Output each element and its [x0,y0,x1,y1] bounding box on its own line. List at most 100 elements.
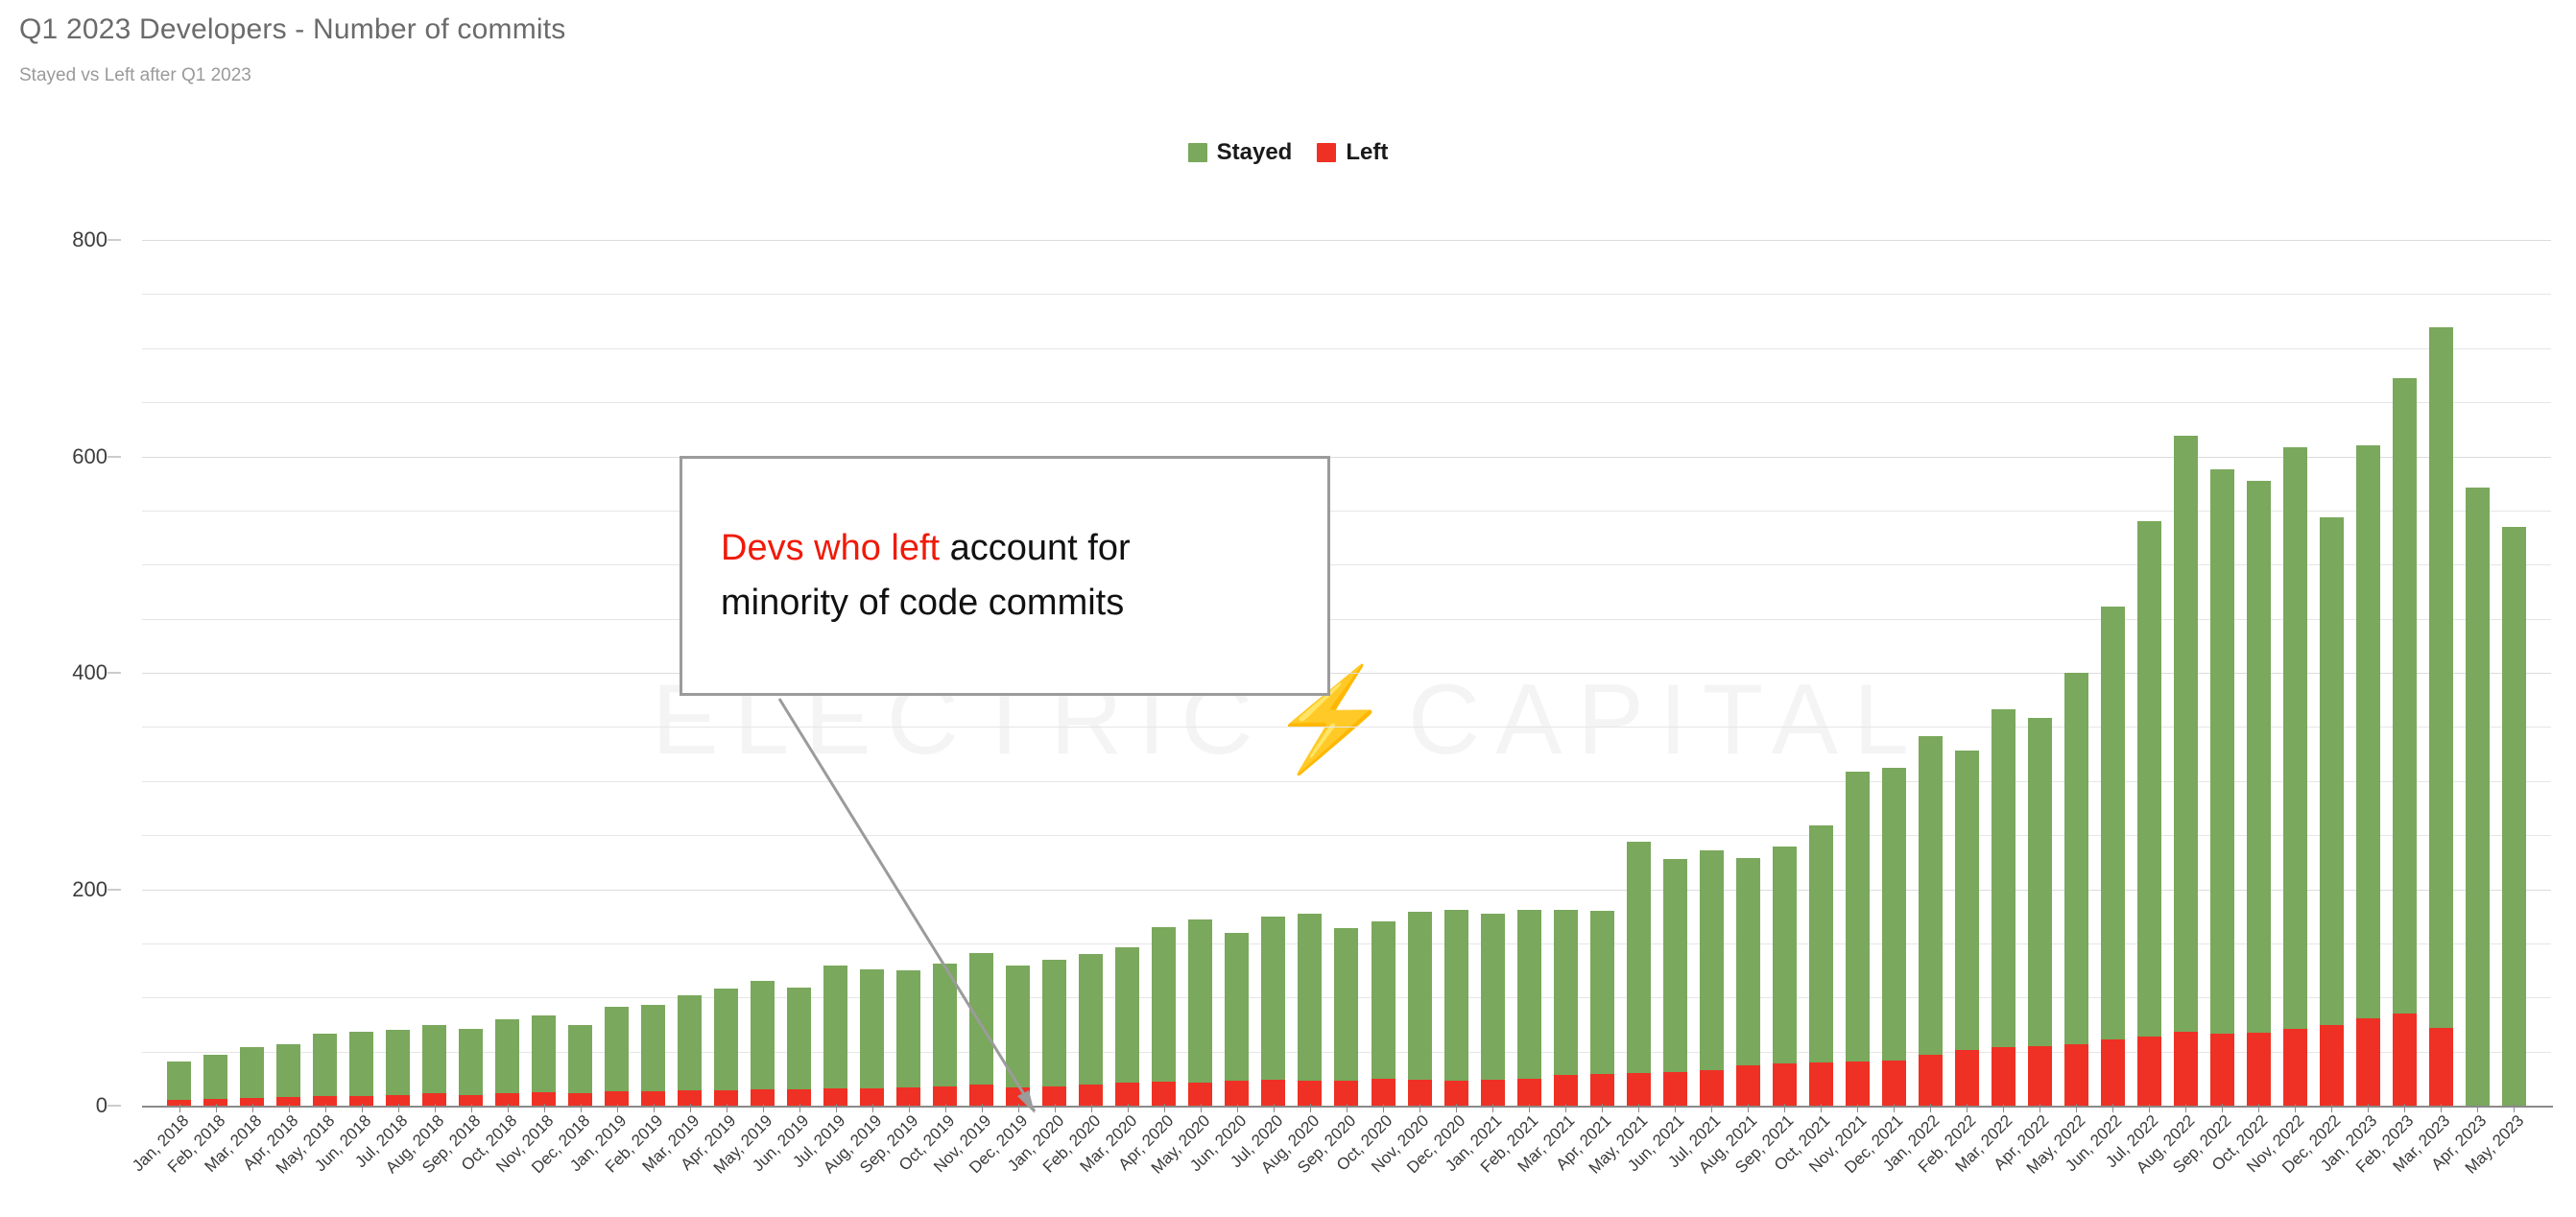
bar-group[interactable] [1152,926,1177,1107]
bar-group[interactable] [1188,919,1213,1107]
bar-group[interactable] [2355,445,2380,1107]
bar-group[interactable] [2063,672,2088,1107]
bar-group[interactable] [1371,921,1395,1107]
bar-group[interactable] [2209,468,2234,1107]
bar-group[interactable] [896,969,921,1107]
bar-segment-left [1480,1079,1505,1107]
bar-group[interactable] [605,1007,630,1107]
bar-group[interactable] [2027,718,2052,1107]
bar-group[interactable] [1772,847,1797,1107]
bar-group[interactable] [1991,709,2015,1107]
bar-group[interactable] [1626,841,1651,1107]
bar-group[interactable] [2428,327,2453,1107]
bar-group[interactable] [2246,481,2271,1107]
bar-segment-left [1881,1060,1906,1107]
x-tick-mark [1857,1104,1859,1112]
bar-segment-stayed [1589,910,1614,1075]
bar-group[interactable] [1006,966,1031,1107]
bar-segment-stayed [240,1047,265,1098]
bar-group[interactable] [386,1029,411,1107]
bar-group[interactable] [1662,858,1687,1107]
bar-group[interactable] [787,987,812,1107]
bar-segment-stayed [1991,709,2015,1047]
x-tick-mark [1273,1104,1275,1112]
bar-segment-left [2355,1017,2380,1107]
bar-group[interactable] [2100,607,2125,1107]
bar-group[interactable] [1808,824,1833,1107]
bar-group[interactable] [240,1047,265,1107]
bar-group[interactable] [2465,488,2490,1107]
bar-group[interactable] [2282,447,2307,1107]
bar-group[interactable] [1735,857,1760,1107]
bar-group[interactable] [641,1005,666,1107]
annotation-line-1-rest: account for [940,528,1131,568]
x-tick-mark [1565,1104,1567,1112]
bar-group[interactable] [1699,849,1724,1107]
bar-group[interactable] [1225,932,1250,1107]
bar-group[interactable] [2136,521,2161,1107]
bar-segment-left [240,1097,265,1107]
bar-group[interactable] [1115,947,1140,1107]
bar-segment-stayed [1699,849,1724,1070]
bar-group[interactable] [2173,435,2198,1107]
bar-group[interactable] [349,1032,374,1107]
bar-segment-stayed [1298,914,1323,1081]
x-tick-mark [1748,1104,1750,1112]
bar-group[interactable] [1079,954,1104,1107]
bar-group[interactable] [1480,914,1505,1107]
bar-group[interactable] [1918,736,1943,1107]
bar-segment-left [1553,1075,1578,1107]
bar-group[interactable] [1334,927,1359,1107]
x-tick-mark [470,1104,472,1112]
bar-group[interactable] [1298,914,1323,1107]
y-tick-label: 800 [72,227,107,251]
legend-swatch-stayed [1187,143,1207,162]
bar-segment-stayed [1553,909,1578,1076]
bar-group[interactable] [1516,909,1541,1107]
bar-segment-stayed [2392,378,2417,1014]
x-tick-mark [1127,1104,1129,1112]
bar-group[interactable] [422,1025,447,1107]
bar-group[interactable] [313,1034,338,1107]
bar-group[interactable] [751,981,775,1107]
bar-group[interactable] [1261,916,1286,1107]
bar-group[interactable] [203,1054,227,1107]
bar-group[interactable] [532,1015,557,1107]
bar-group[interactable] [568,1025,593,1107]
bar-segment-left [1261,1079,1286,1107]
bar-segment-left [1954,1050,1979,1107]
bar-segment-left [276,1096,301,1107]
bar-segment-stayed [1042,959,1067,1086]
bar-group[interactable] [495,1018,520,1107]
bar-group[interactable] [1954,751,1979,1107]
bar-group[interactable] [167,1061,191,1107]
bar-group[interactable] [2501,526,2526,1107]
bar-group[interactable] [1042,959,1067,1107]
legend-item-left[interactable]: Left [1317,139,1388,166]
bar-segment-stayed [2100,607,2125,1040]
legend-item-stayed[interactable]: Stayed [1187,139,1292,166]
bar-group[interactable] [678,994,703,1107]
bar-group[interactable] [714,989,739,1107]
bar-group[interactable] [276,1043,301,1107]
bar-group[interactable] [1589,910,1614,1107]
bar-group[interactable] [969,952,994,1107]
bar-group[interactable] [933,964,958,1107]
bar-segment-left [1808,1062,1833,1107]
bar-group[interactable] [823,966,848,1107]
y-tick-mark [107,889,121,890]
bar-group[interactable] [1845,771,1870,1107]
bar-group[interactable] [1443,909,1468,1107]
bar-group[interactable] [1553,909,1578,1107]
bar-group[interactable] [2319,516,2344,1107]
bar-group[interactable] [2392,378,2417,1107]
bar-group[interactable] [459,1028,484,1107]
bar-group[interactable] [1881,768,1906,1107]
x-tick-mark [288,1104,290,1112]
x-tick-mark [1638,1104,1640,1112]
bar-segment-left [167,1100,191,1107]
bars-container [142,240,2551,1107]
bar-segment-stayed [1845,771,1870,1062]
bar-group[interactable] [1407,912,1432,1107]
bar-group[interactable] [860,968,885,1107]
